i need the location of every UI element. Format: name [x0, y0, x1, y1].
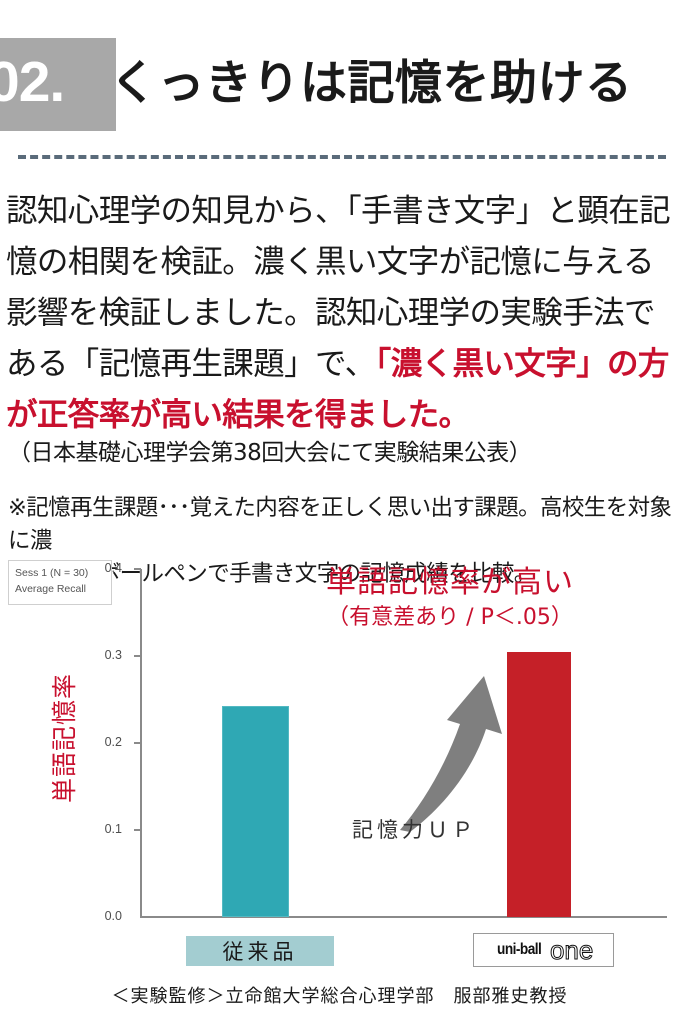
- chart-legend: Sess 1 (N = 30) Average Recall: [8, 560, 112, 605]
- y-axis-label-4: 0.4: [104, 561, 122, 575]
- y-label-wrap-0.4: 0.4: [62, 561, 128, 575]
- section-header: 02. くっきりは記憶を助ける: [0, 38, 679, 134]
- definition-note-line2: 淡の黒ボールペンで手書き文字の記憶成績を比較。: [32, 561, 536, 587]
- category-label-legacy: 従来品: [186, 936, 334, 966]
- section-number-box: [0, 38, 116, 131]
- category-label-uniball-one: uni-ball one: [473, 933, 614, 967]
- bar-legacy: [222, 706, 289, 917]
- bar-layer: [0, 552, 679, 917]
- y-axis-label-3: 0.3: [104, 648, 122, 662]
- y-tick-0.4: [134, 568, 141, 570]
- callout-headline: 単語記憶率が高い: [326, 565, 574, 600]
- one-logo-text: one: [549, 935, 594, 965]
- body-text-highlight: 「濃く黒い文字」の方が正答率が高い結果を得ました。: [6, 346, 669, 433]
- y-label-wrap-0.3: 0.3: [62, 648, 128, 662]
- bar-chart: Sess 1 (N = 30) Average Recall 0.4 0.3 0…: [0, 552, 679, 972]
- page-title: くっきりは記憶を助ける: [110, 56, 633, 111]
- y-tick-0.2: [134, 742, 141, 744]
- upward-arrow-icon: [398, 642, 523, 832]
- y-label-wrap-0.2: 0.2: [62, 735, 128, 749]
- y-label-wrap-0.0: 0.0: [62, 909, 128, 923]
- definition-note-line1: ※記憶再生課題･･･覚えた内容を正しく思い出す課題。高校生を対象に濃: [8, 495, 672, 554]
- chart-callout: 単語記憶率が高い （有意差あり / P＜.05）: [250, 564, 650, 634]
- callout-subline: （有意差あり / P＜.05）: [327, 605, 573, 630]
- dashed-divider: [18, 155, 666, 159]
- y-label-wrap-0.1: 0.1: [62, 822, 128, 836]
- body-paragraph: 認知心理学の知見から、「手書き文字」と顕在記憶の相関を検証。濃く黒い文字が記憶に…: [6, 186, 678, 441]
- y-tick-0.3: [134, 655, 141, 657]
- y-tick-0.1: [134, 829, 141, 831]
- definition-note: ※記憶再生課題･･･覚えた内容を正しく思い出す課題。高校生を対象に濃 淡の黒ボー…: [8, 492, 674, 591]
- legend-line-2: Average Recall: [15, 583, 87, 595]
- body-text-plain: 認知心理学の知見から、「手書き文字」と顕在記憶の相関を検証。濃く黒い文字が記憶に…: [6, 193, 671, 382]
- y-axis-label-1: 0.1: [104, 822, 122, 836]
- publication-note: （日本基礎心理学会第38回大会にて実験結果公表）: [8, 440, 532, 466]
- y-axis-label-2: 0.2: [104, 735, 122, 749]
- section-number: 02.: [0, 50, 65, 114]
- bar-uniball-one: [507, 651, 571, 917]
- y-axis-label-0: 0.0: [104, 909, 122, 923]
- legend-line-1: Sess 1 (N = 30): [15, 567, 89, 579]
- credit-line: ＜実験監修＞立命館大学総合心理学部 服部雅史教授: [111, 986, 568, 1007]
- x-axis-line: [140, 916, 667, 918]
- uniball-logo-text: uni-ball: [496, 941, 542, 958]
- arrow-label: 記憶力ＵＰ: [352, 818, 477, 842]
